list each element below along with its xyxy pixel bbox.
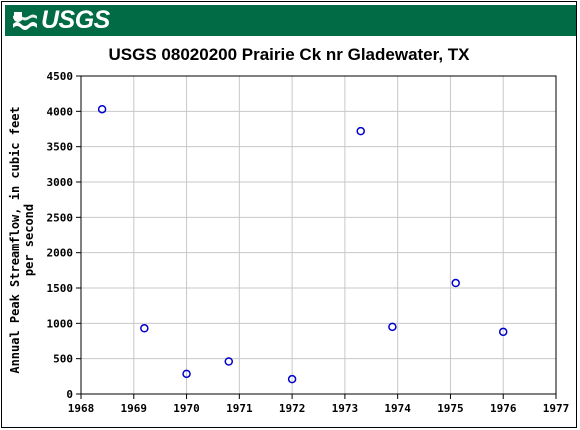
usgs-banner: USGS bbox=[5, 5, 576, 36]
data-point bbox=[97, 104, 107, 114]
data-point bbox=[140, 324, 149, 333]
data-point bbox=[451, 278, 460, 288]
usgs-logo: USGS bbox=[12, 6, 110, 35]
y-axis: 0 500 1000 1500 2000 2500 3000 3500 4000 4500 bbox=[47, 70, 81, 401]
y-tick-label: 4500 bbox=[47, 70, 74, 83]
data-point bbox=[356, 126, 365, 136]
x-tick-label: 1971 bbox=[226, 402, 253, 415]
x-tick-label: 1973 bbox=[332, 402, 359, 415]
x-tick-label: 1976 bbox=[490, 402, 517, 415]
data-point bbox=[388, 322, 397, 332]
usgs-wave-icon bbox=[13, 11, 37, 30]
y-tick-label: 2500 bbox=[47, 211, 74, 224]
y-axis-label-line2: per second bbox=[22, 204, 36, 276]
x-axis: 1968 1969 1970 1971 1972 1973 1974 1975 1976 1977 bbox=[68, 394, 570, 415]
x-tick-label: 1972 bbox=[279, 402, 306, 415]
data-point bbox=[182, 369, 191, 379]
data-points bbox=[97, 104, 508, 384]
grid-lines bbox=[80, 75, 557, 395]
x-tick-label: 1969 bbox=[121, 402, 148, 415]
y-tick-label: 3500 bbox=[47, 141, 74, 154]
y-tick-label: 3000 bbox=[47, 176, 74, 189]
data-point bbox=[224, 357, 234, 366]
y-tick-label: 1000 bbox=[47, 317, 74, 330]
data-point bbox=[287, 374, 297, 384]
x-tick-label: 1975 bbox=[437, 402, 464, 415]
y-tick-label: 500 bbox=[53, 353, 73, 366]
y-axis-label: Annual Peak Streamflow, in cubic feet pe… bbox=[8, 106, 36, 373]
plot-area bbox=[80, 75, 557, 395]
x-tick-label: 1977 bbox=[543, 402, 570, 415]
y-tick-label: 2000 bbox=[47, 247, 74, 260]
data-point bbox=[498, 327, 508, 337]
y-axis-label-line1: Annual Peak Streamflow, in cubic feet bbox=[8, 106, 22, 373]
chart-title: USGS 08020200 Prairie Ck nr Gladewater, … bbox=[109, 45, 471, 64]
y-tick-label: 1500 bbox=[47, 282, 74, 295]
x-tick-label: 1968 bbox=[68, 402, 95, 415]
usgs-logo-text: USGS bbox=[41, 6, 110, 34]
y-tick-label: 0 bbox=[66, 388, 73, 401]
y-tick-label: 4000 bbox=[47, 105, 74, 118]
x-tick-label: 1974 bbox=[384, 402, 411, 415]
x-tick-label: 1970 bbox=[173, 402, 200, 415]
